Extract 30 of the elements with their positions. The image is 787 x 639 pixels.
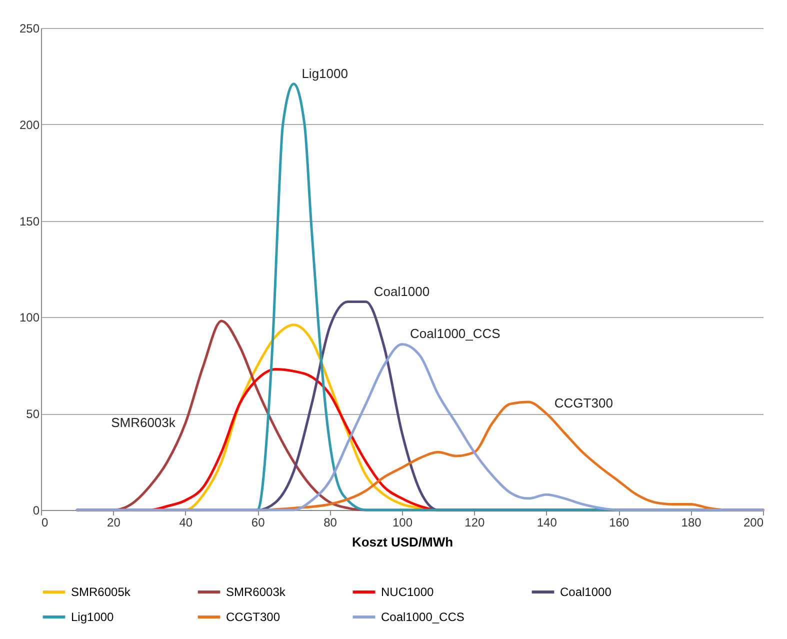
x-tick-label: 180: [681, 516, 702, 530]
x-axis-title: Koszt USD/MWh: [352, 534, 454, 550]
x-tick-label: 100: [392, 516, 413, 530]
x-tick-label: 60: [251, 516, 266, 530]
x-tick-label: 120: [464, 516, 486, 530]
annotation: SMR6003k: [111, 415, 176, 430]
legend-label: SMR6005k: [71, 585, 132, 599]
legend-label: Coal1000: [560, 585, 612, 599]
annotation: CCGT300: [554, 396, 613, 411]
y-tick-label: 50: [26, 407, 40, 422]
legend-label: Coal1000_CCS: [381, 610, 464, 624]
annotation: Lig1000: [302, 66, 348, 81]
y-tick-label: 150: [19, 214, 40, 228]
x-tick-label: 20: [107, 516, 121, 530]
legend-label: Lig1000: [71, 610, 114, 624]
y-tick-label: 200: [19, 118, 40, 132]
x-tick-label: 80: [324, 516, 338, 530]
annotation: Coal1000_CCS: [410, 326, 501, 342]
x-tick-label: 40: [179, 516, 193, 530]
legend-label: CCGT300: [226, 610, 280, 624]
legend-label: SMR6003k: [226, 585, 286, 599]
x-tick-label: 140: [536, 516, 558, 530]
y-tick-label: 250: [19, 22, 40, 36]
x-tick-label: 160: [609, 516, 630, 530]
y-tick-label: 0: [32, 504, 40, 518]
legend-label: NUC1000: [381, 585, 434, 599]
x-tick-label: 0: [42, 516, 48, 530]
annotation: Coal1000: [374, 284, 430, 299]
y-tick-label: 100: [19, 310, 40, 325]
x-tick-label: 200: [743, 516, 764, 530]
